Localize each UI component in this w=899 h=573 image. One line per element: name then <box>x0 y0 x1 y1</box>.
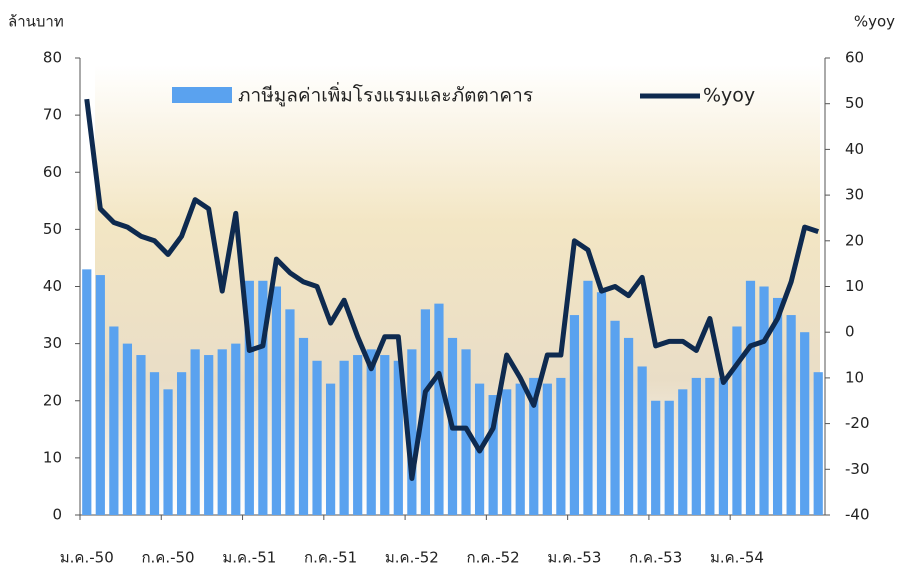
y2-tick-label: 50 <box>845 94 864 112</box>
y2-tick-label: -40 <box>845 506 870 524</box>
bar <box>678 389 688 515</box>
bar <box>623 337 634 515</box>
bar <box>407 349 417 515</box>
bar <box>353 355 363 515</box>
bar <box>556 377 566 515</box>
bar <box>298 337 309 515</box>
bar <box>705 377 715 515</box>
x-tick-label: ม.ค.-51 <box>222 549 276 567</box>
y2-tick-label: 0 <box>845 323 855 341</box>
x-tick-label: ม.ค.-50 <box>60 549 114 567</box>
bar <box>515 383 525 515</box>
bar <box>569 315 580 515</box>
bar <box>529 377 539 515</box>
bar <box>122 343 133 515</box>
bar <box>596 292 607 515</box>
bar <box>190 349 200 515</box>
bar <box>732 326 742 515</box>
bar <box>176 372 187 515</box>
bar <box>393 360 403 515</box>
bar <box>651 400 661 515</box>
x-tick-label: ม.ค.-53 <box>547 549 601 567</box>
bar <box>312 360 322 515</box>
bar <box>420 309 431 515</box>
bar <box>231 343 241 515</box>
y2-tick-label: -30 <box>845 460 870 478</box>
y-tick-label: 50 <box>43 220 62 238</box>
y-tick-label: 80 <box>43 49 62 67</box>
bar <box>502 389 512 515</box>
bar <box>258 280 268 515</box>
line <box>84 98 820 481</box>
legend-label: %yoy <box>703 85 755 107</box>
y2-tick-label: -20 <box>845 414 870 432</box>
bar <box>366 349 376 515</box>
bar <box>339 360 349 515</box>
y2-tick-label: 10 <box>845 277 864 295</box>
bar <box>488 395 498 515</box>
bar <box>800 332 810 515</box>
y-axis-title: ล้านบาท <box>8 13 64 31</box>
bar <box>82 269 92 515</box>
y2-axis-title: %yoy <box>854 13 895 31</box>
bar <box>542 383 552 515</box>
bar <box>204 355 214 515</box>
bar <box>136 355 146 515</box>
bar <box>434 303 444 515</box>
y-tick-label: 30 <box>43 334 62 352</box>
bar <box>813 372 823 515</box>
bar <box>745 280 756 515</box>
y2-tick-label: 40 <box>845 140 864 158</box>
bar <box>325 383 336 515</box>
x-tick-label: ก.ค.-52 <box>467 549 520 567</box>
bar <box>163 389 173 515</box>
y2-tick-label: 20 <box>845 231 864 249</box>
y2-tick-label: 60 <box>845 49 864 67</box>
bar <box>610 320 620 515</box>
bar <box>95 275 105 515</box>
legend-label: ภาษีมูลค่าเพิ่มโรงแรมและภัตตาคาร <box>238 82 533 107</box>
bar <box>718 377 729 515</box>
y-tick-label: 60 <box>43 163 62 181</box>
legend-swatch <box>172 87 232 103</box>
x-tick-label: ก.ค.-53 <box>629 549 682 567</box>
bar <box>637 366 647 515</box>
y2-tick-label: 30 <box>845 186 864 204</box>
bar <box>285 309 295 515</box>
x-tick-label: ก.ค.-50 <box>141 549 194 567</box>
bar <box>583 280 593 515</box>
bar <box>244 280 254 515</box>
y-tick-label: 0 <box>52 506 62 524</box>
bar <box>380 355 390 515</box>
bar <box>664 400 674 515</box>
bar <box>217 349 227 515</box>
x-tick-label: ม.ค.-52 <box>385 549 439 567</box>
y-tick-label: 20 <box>43 391 62 409</box>
bar <box>691 377 701 515</box>
x-tick-label: ก.ค.-51 <box>304 549 357 567</box>
bar <box>772 297 783 515</box>
x-tick-label: ม.ค.-54 <box>710 549 764 567</box>
bar <box>759 286 769 515</box>
bar <box>271 286 282 515</box>
bar <box>786 315 796 515</box>
y2-tick-label: 10 <box>845 368 864 386</box>
y-tick-label: 40 <box>43 277 62 295</box>
y-tick-label: 70 <box>43 106 62 124</box>
bar <box>109 326 119 515</box>
y-tick-label: 10 <box>43 448 62 466</box>
bar <box>149 372 160 515</box>
